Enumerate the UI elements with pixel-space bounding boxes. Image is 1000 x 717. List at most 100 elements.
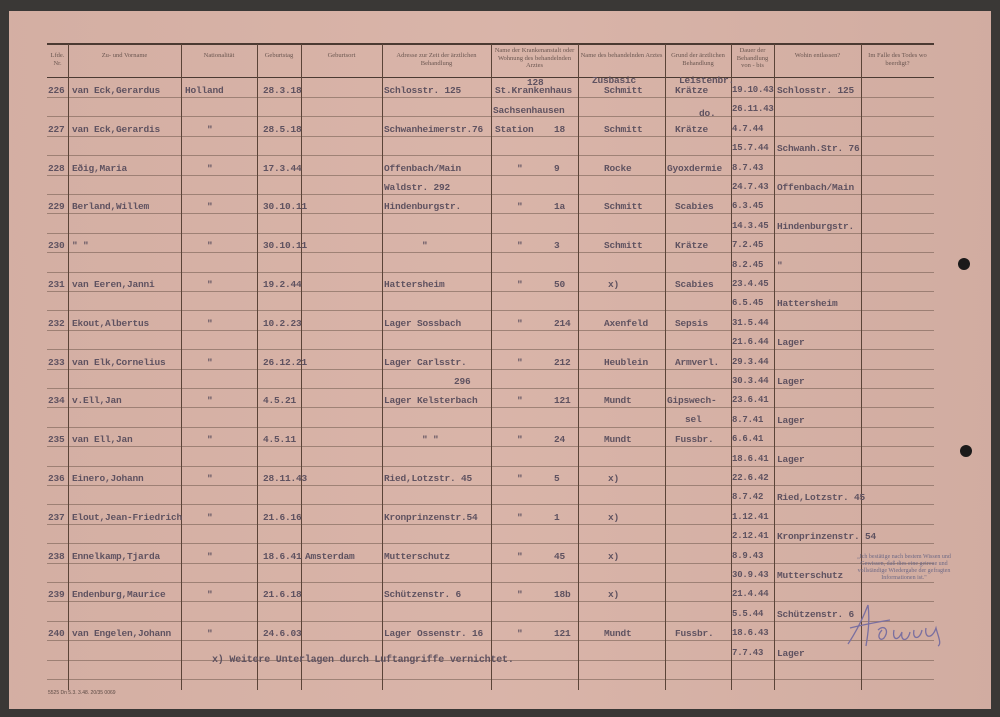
- entry-nationality: ": [207, 628, 213, 640]
- entry-number: 232: [48, 317, 65, 329]
- treatment-date: 23.6.41: [732, 395, 769, 406]
- column-rule: [578, 44, 579, 690]
- entry-name: van Eck,Gerardus: [72, 85, 161, 96]
- column-rule: [665, 44, 666, 690]
- discharged-to: Schwanh.Str. 76: [777, 143, 860, 155]
- treatment-date: 19.10.43: [732, 85, 774, 95]
- entry-birthdate: 19.2.44: [263, 279, 302, 290]
- treatment-date: 21.4.44: [732, 589, 769, 600]
- entry-reason-note: Leistenbr.: [679, 75, 735, 86]
- row-rule: [47, 504, 934, 506]
- row-rule: [47, 485, 934, 486]
- treatment-date: 1.12.41: [732, 511, 769, 522]
- entry-name: van Elk,Cornelius: [72, 356, 166, 368]
- entry-hospital-number: 1: [554, 511, 560, 523]
- entry-number: 233: [48, 356, 65, 368]
- column-rule: [68, 44, 69, 690]
- column-header: Im Falle des Todes wo beerdigt?: [868, 52, 927, 67]
- entry-address: Kronprinzenstr.54: [384, 511, 478, 523]
- entry-doctor: Schmitt: [604, 85, 643, 96]
- column-rule: [301, 44, 302, 690]
- treatment-date: 8.7.43: [732, 162, 764, 173]
- entry-name: Berland,Willem: [72, 201, 150, 213]
- entry-nationality: ": [207, 434, 213, 446]
- entry-doctor: Schmitt: [604, 123, 643, 135]
- entry-hospital-number: 1a: [554, 201, 566, 213]
- discharged-to: Lager: [777, 414, 805, 426]
- entry-reason: Scabies: [675, 201, 714, 213]
- entry-birthdate: 17.3.44: [263, 162, 302, 174]
- row-rule: [47, 291, 934, 292]
- row-rule: [47, 116, 934, 118]
- entry-reason: sel: [685, 414, 702, 426]
- row-rule: [47, 232, 934, 234]
- entry-nationality: ": [207, 317, 213, 329]
- column-rule: [774, 44, 775, 690]
- entry-nationality: ": [207, 279, 213, 290]
- treatment-date: 7.2.45: [732, 240, 764, 251]
- entry-address: Schlosstr. 125: [384, 85, 462, 96]
- entry-doctor: Heublein: [604, 356, 649, 368]
- column-header: Nationalität: [203, 52, 235, 59]
- entry-hospital: ": [517, 628, 523, 640]
- discharged-to: Lager: [777, 376, 805, 387]
- treatment-date: 8.7.42: [732, 492, 764, 503]
- entry-number: 228: [48, 162, 65, 174]
- entry-address: 296: [454, 375, 471, 387]
- column-rule: [382, 44, 383, 690]
- entry-number: 240: [48, 628, 65, 640]
- row-rule: [47, 349, 934, 351]
- discharged-to: Schlosstr. 125: [777, 85, 855, 96]
- header-bottom-rule: [47, 77, 934, 78]
- row-rule: [47, 620, 934, 622]
- discharged-to: Hindenburgstr.: [777, 220, 855, 232]
- discharged-to: ": [777, 259, 783, 271]
- treatment-date: 18.6.43: [732, 628, 769, 639]
- treatment-date: 2.12.41: [732, 531, 769, 542]
- certification-stamp: „Ich bestätige nach bestem Wissen und Ge…: [857, 554, 951, 581]
- discharged-to: Hattersheim: [777, 298, 838, 310]
- entry-address: Ried,Lotzstr. 45: [384, 473, 473, 484]
- entry-reason: Sepsis: [675, 317, 709, 329]
- row-rule: [47, 426, 934, 428]
- entry-nationality: ": [207, 589, 213, 601]
- row-rule: [47, 329, 934, 331]
- treatment-date: 30.3.44: [732, 376, 769, 386]
- entry-name: van Eeren,Janni: [72, 279, 155, 290]
- entry-number: 236: [48, 473, 65, 484]
- column-rule: [257, 44, 258, 690]
- entry-name: Endenburg,Maurice: [72, 589, 166, 601]
- entry-hospital-number: 121: [554, 395, 571, 407]
- entry-nationality: ": [207, 550, 213, 562]
- entry-hospital-note: Sachsenhausen: [493, 104, 565, 116]
- entry-reason: Armverl.: [675, 356, 720, 368]
- entry-address: ": [422, 240, 428, 252]
- entry-hospital-number: 3: [554, 240, 560, 252]
- entry-nationality: Holland: [185, 85, 224, 96]
- entry-name: Einero,Johann: [72, 473, 144, 484]
- treatment-date: 30.9.43: [732, 570, 769, 580]
- treatment-date: 22.6.42: [732, 473, 769, 483]
- discharged-to: Ried,Lotzstr. 45: [777, 492, 866, 504]
- column-header: Wohin entlassen?: [794, 52, 841, 59]
- entry-name: " ": [72, 240, 89, 252]
- entry-name: v.Ell,Jan: [72, 395, 122, 407]
- entry-birthdate: 18.6.41: [263, 550, 302, 562]
- entry-hospital-number: 9: [554, 162, 560, 174]
- column-header: Name des behandelnden Arztes: [580, 52, 663, 59]
- entry-birthdate: 4.5.21: [263, 395, 297, 407]
- entry-address: Hattersheim: [384, 279, 445, 290]
- document-page: [9, 11, 991, 709]
- entry-reason: Gipswech-: [667, 395, 717, 407]
- column-rule: [491, 44, 492, 690]
- entry-number: 227: [48, 123, 65, 135]
- treatment-date: 24.7.43: [732, 182, 769, 192]
- treatment-date: 8.7.41: [732, 414, 764, 425]
- entry-address: Mutterschutz: [384, 550, 451, 562]
- entry-hospital: ": [517, 511, 523, 523]
- entry-nationality: ": [207, 162, 213, 174]
- entry-hospital: ": [517, 395, 523, 407]
- column-header: Grund der ärztlichen Behandlung: [671, 52, 725, 67]
- entry-doctor: Schmitt: [604, 201, 643, 213]
- entry-hospital-note: 128: [527, 77, 544, 88]
